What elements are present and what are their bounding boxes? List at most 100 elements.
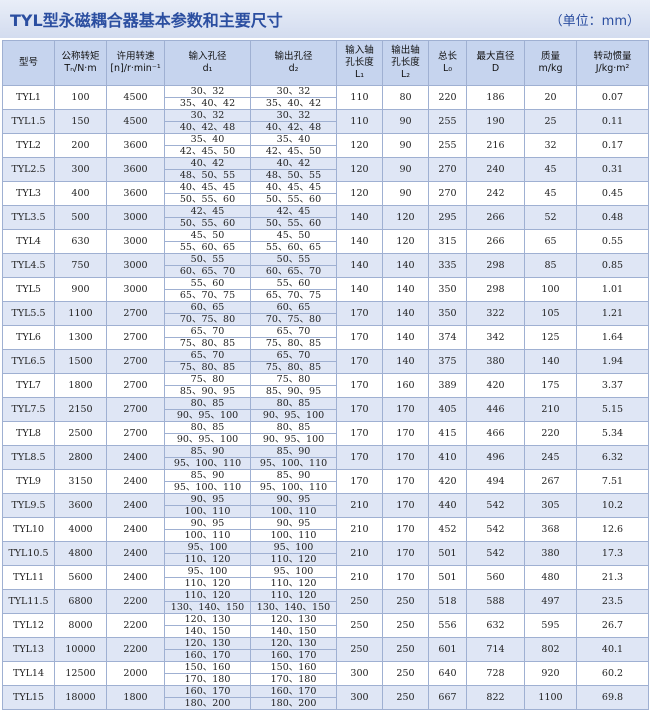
model-cell: TYL11 (2, 565, 55, 590)
spec-table: 型号 公称转矩 Tₙ/N·m 许用转速 [n]/r·min⁻¹ 输入孔径 d₁ 输出孔径 d₂ 输… (2, 40, 649, 710)
title: TYL型永磁耦合器基本参数和主要尺寸 (10, 11, 283, 30)
title-bar: TYL型永磁耦合器基本参数和主要尺寸 （单位：mm） (0, 0, 650, 38)
value-cell: 120 (336, 133, 383, 158)
bore-cell: 85、90 (164, 469, 251, 482)
header-text: 输入轴 (345, 45, 374, 56)
bore-cell: 42、45、50 (250, 145, 337, 158)
value-cell: 2700 (106, 421, 165, 446)
bore-cell: 140、150 (250, 625, 337, 638)
bore-cell: 170、180 (250, 673, 337, 686)
value-cell: 588 (466, 589, 525, 614)
header-text: L₀ (442, 63, 453, 74)
bore-cell: 50、55、60 (164, 217, 251, 230)
value-cell: 12500 (54, 661, 107, 686)
value-cell: 295 (428, 205, 467, 230)
value-cell: 389 (428, 373, 467, 398)
value-cell: 4800 (54, 541, 107, 566)
value-cell: 250 (382, 661, 429, 686)
data-row: TYL10 4000 2400 90、95 90、95 210 170 452 542 368 12… (2, 517, 649, 542)
bore-cell: 75、80、85 (250, 361, 337, 374)
value-cell: 1800 (106, 685, 165, 710)
data-row: TYL15 18000 1800 160、170 160、170 300 250 667 822… (2, 685, 649, 710)
bore-cell: 75、80、85 (250, 337, 337, 350)
value-cell: 560 (466, 565, 525, 590)
value-cell: 3600 (54, 493, 107, 518)
value-cell: 350 (428, 277, 467, 302)
value-cell: 250 (382, 589, 429, 614)
bore-cell: 65、70、75 (164, 289, 251, 302)
model-cell: TYL5.5 (2, 301, 55, 326)
data-row: 50、55、60 50、55、60 (3, 217, 649, 230)
value-cell: 900 (54, 277, 107, 302)
bore-cell: 90、95 (164, 493, 251, 506)
bore-cell: 90、95 (250, 517, 337, 530)
header-text: 转动惯量 (593, 51, 632, 62)
header-cell: 最大直径 D (466, 40, 525, 86)
value-cell: 380 (524, 541, 577, 566)
bore-cell: 80、85 (250, 397, 337, 410)
value-cell: 250 (336, 613, 383, 638)
data-row: 55、60、65 55、60、65 (3, 241, 649, 254)
value-cell: 466 (466, 421, 525, 446)
model-cell: TYL7.5 (2, 397, 55, 422)
unit: （单位：mm） (549, 13, 640, 29)
value-cell: 170 (382, 541, 429, 566)
model-cell: TYL1 (2, 85, 55, 110)
model-cell: TYL11.5 (2, 589, 55, 614)
value-cell: 3600 (106, 133, 165, 158)
model-cell: TYL4 (2, 229, 55, 254)
bore-cell: 160、170 (250, 685, 337, 698)
data-row: 40、42、48 40、42、48 (3, 121, 649, 134)
value-cell: 32 (524, 133, 577, 158)
header-text: m/kg (538, 63, 563, 74)
model-cell: TYL10 (2, 517, 55, 542)
value-cell: 140 (382, 349, 429, 374)
value-cell: 175 (524, 373, 577, 398)
data-row: TYL8 2500 2700 80、85 80、85 170 170 415 466 220 5.3… (2, 421, 649, 446)
data-row: TYL11 5600 2400 95、100 95、100 210 170 501 560 480… (2, 565, 649, 590)
value-cell: 446 (466, 397, 525, 422)
value-cell: 335 (428, 253, 467, 278)
bore-cell: 90、95、100 (250, 409, 337, 422)
value-cell: 4000 (54, 517, 107, 542)
value-cell: 2800 (54, 445, 107, 470)
bore-cell: 75、80 (164, 373, 251, 386)
header-cell: 输入轴 孔长度 L₁ (336, 40, 383, 86)
model-cell: TYL1.5 (2, 109, 55, 134)
header-cell: 质量 m/kg (524, 40, 577, 86)
value-cell: 0.48 (576, 205, 649, 230)
header-text: [n]/r·min⁻¹ (110, 63, 161, 74)
value-cell: 0.85 (576, 253, 649, 278)
data-row: TYL9.5 3600 2400 90、95 90、95 210 170 440 542 305 1… (2, 493, 649, 518)
value-cell: 1.21 (576, 301, 649, 326)
value-cell: 2400 (106, 517, 165, 542)
value-cell: 21.3 (576, 565, 649, 590)
data-row: TYL7 1800 2700 75、80 75、80 170 160 389 420 175 3.3… (2, 373, 649, 398)
bore-cell: 85、90 (164, 445, 251, 458)
bore-cell: 120、130 (164, 637, 251, 650)
value-cell: 0.11 (576, 109, 649, 134)
data-row: TYL1 100 4500 30、32 30、32 110 80 220 186 20 0.07 (2, 85, 649, 110)
data-row: 140、150 140、150 (3, 625, 649, 638)
bore-cell: 100、110 (164, 505, 251, 518)
value-cell: 298 (466, 253, 525, 278)
header-text: 输出轴 (391, 45, 420, 56)
value-cell: 542 (466, 493, 525, 518)
bore-cell: 120、130 (164, 613, 251, 626)
data-row: 100、110 100、110 (3, 529, 649, 542)
bore-cell: 85、90 (250, 469, 337, 482)
bore-cell: 160、170 (164, 649, 251, 662)
value-cell: 140 (382, 277, 429, 302)
value-cell: 0.07 (576, 85, 649, 110)
header-text: d₂ (288, 63, 299, 74)
bore-cell: 40、45、45 (164, 181, 251, 194)
bore-cell: 45、50 (164, 229, 251, 242)
data-row: TYL12 8000 2200 120、130 120、130 250 250 556 632 5… (2, 613, 649, 638)
value-cell: 6.32 (576, 445, 649, 470)
value-cell: 170 (382, 517, 429, 542)
bore-cell: 110、120 (164, 577, 251, 590)
value-cell: 250 (336, 589, 383, 614)
value-cell: 3000 (106, 205, 165, 230)
value-cell: 0.55 (576, 229, 649, 254)
model-cell: TYL13 (2, 637, 55, 662)
